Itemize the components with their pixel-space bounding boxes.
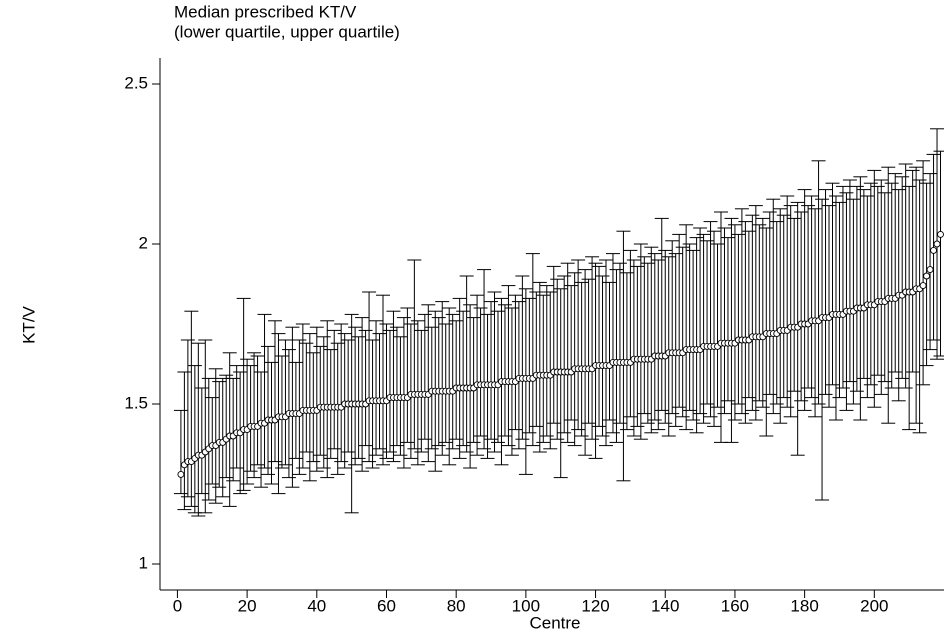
y-tick-label: 1.5 <box>124 393 148 412</box>
x-tick-label: 180 <box>790 596 818 615</box>
x-tick-label: 100 <box>512 596 540 615</box>
median-point <box>923 272 931 280</box>
y-axis-label: KT/V <box>19 305 38 343</box>
x-tick-label: 140 <box>651 596 679 615</box>
x-tick-label: 40 <box>307 596 326 615</box>
x-tick-label: 160 <box>721 596 749 615</box>
chart-subtitle: (lower quartile, upper quartile) <box>174 22 400 41</box>
x-tick-label: 120 <box>581 596 609 615</box>
x-tick-label: 20 <box>238 596 257 615</box>
median-point <box>919 282 927 290</box>
x-tick-label: 60 <box>377 596 396 615</box>
median-point <box>937 230 944 238</box>
y-tick-label: 2 <box>139 233 148 252</box>
x-tick-label: 200 <box>860 596 888 615</box>
chart-title: Median prescribed KT/V <box>174 2 357 21</box>
median-point <box>177 470 185 478</box>
median-point <box>933 240 941 248</box>
x-axis-label: Centre <box>529 613 580 632</box>
x-tick-label: 0 <box>173 596 182 615</box>
median-point <box>926 266 934 274</box>
y-tick-label: 2.5 <box>124 73 148 92</box>
x-tick-label: 80 <box>447 596 466 615</box>
median-point <box>930 246 937 254</box>
y-tick-label: 1 <box>139 553 148 572</box>
